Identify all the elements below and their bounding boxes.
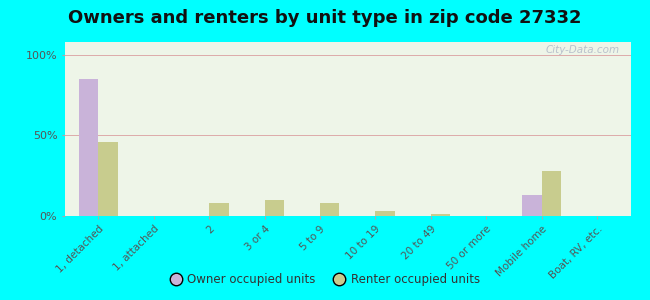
Text: Owners and renters by unit type in zip code 27332: Owners and renters by unit type in zip c… <box>68 9 582 27</box>
Bar <box>209 203 229 216</box>
Bar <box>542 171 561 216</box>
Bar <box>320 203 339 216</box>
Text: City-Data.com: City-Data.com <box>545 46 619 56</box>
Bar <box>523 195 542 216</box>
Legend: Owner occupied units, Renter occupied units: Owner occupied units, Renter occupied un… <box>165 269 485 291</box>
Bar <box>98 142 118 216</box>
Bar <box>79 79 98 216</box>
Bar <box>431 214 450 216</box>
Bar <box>265 200 284 216</box>
Bar <box>376 211 395 216</box>
